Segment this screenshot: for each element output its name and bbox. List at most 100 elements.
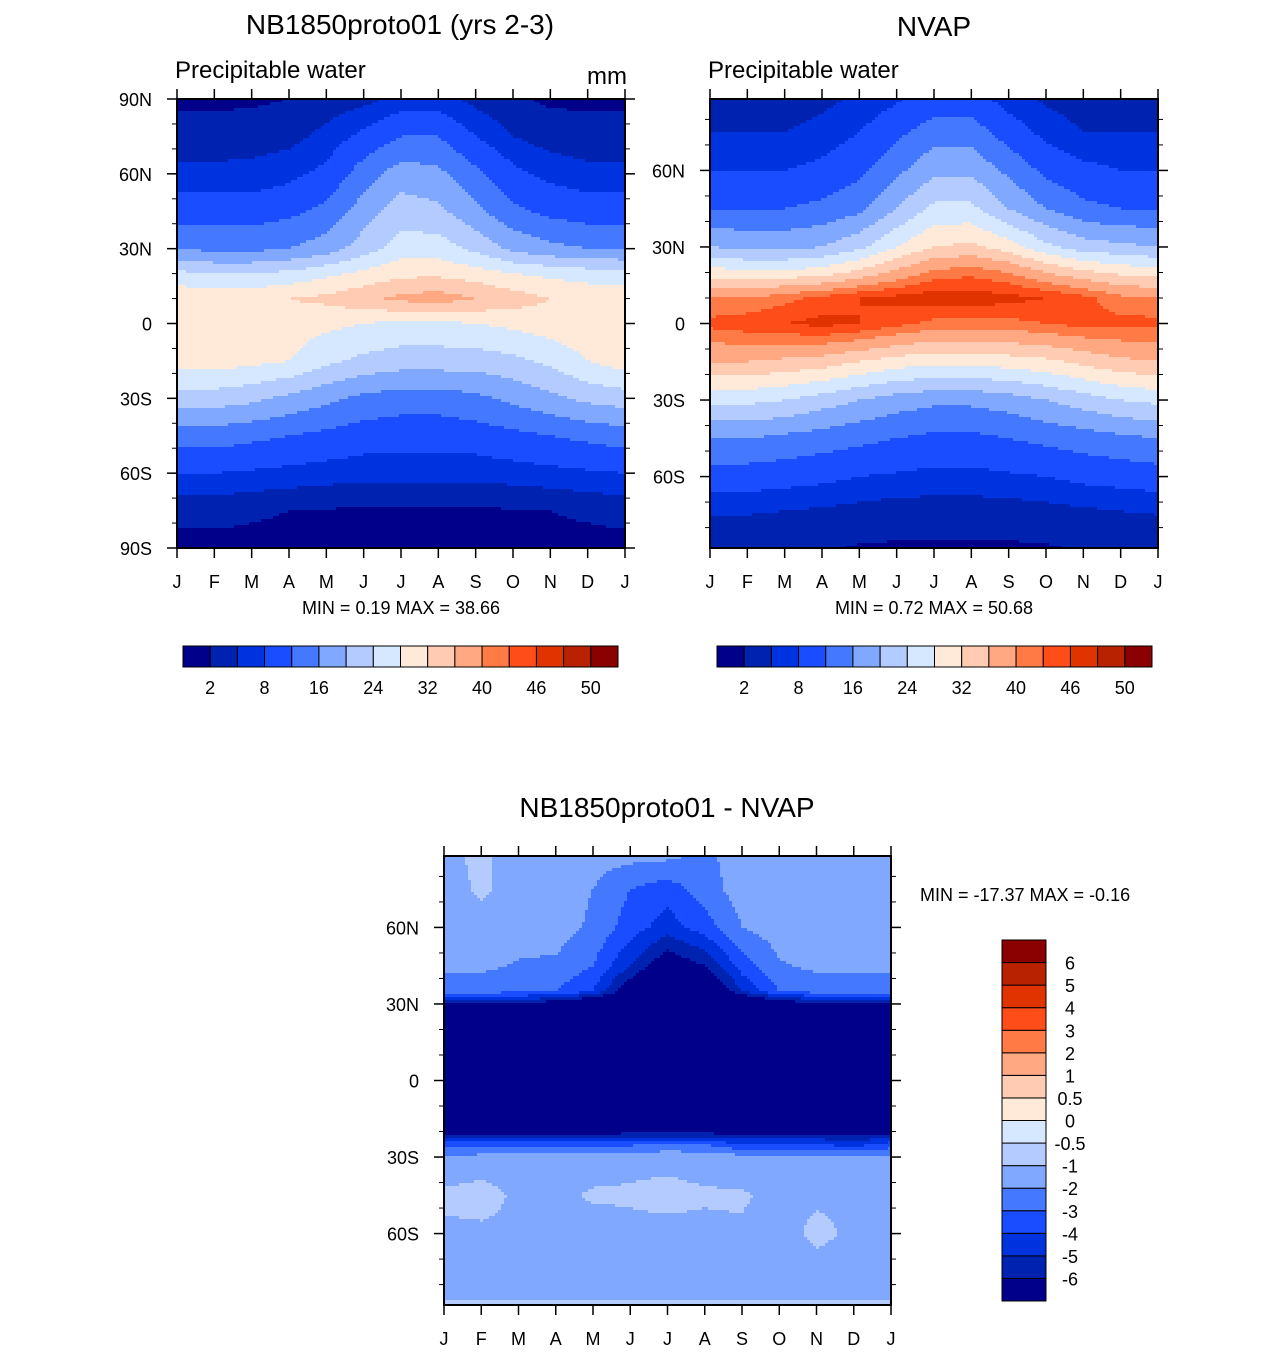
contour-band — [710, 414, 795, 418]
contour-band — [1043, 384, 1119, 388]
contour-band — [747, 1204, 892, 1208]
contour-band — [1094, 429, 1159, 433]
contour-band — [729, 988, 742, 992]
contour-band — [492, 117, 626, 121]
contour-band — [444, 904, 589, 908]
contour-band — [519, 429, 626, 433]
contour-band — [186, 285, 268, 289]
contour-band — [177, 459, 328, 463]
contour-band — [804, 1234, 838, 1238]
contour-band — [444, 1069, 892, 1073]
contour-band — [486, 174, 535, 178]
contour-band — [270, 438, 571, 442]
contour-band — [710, 525, 1159, 529]
contour-band — [1001, 249, 1035, 253]
contour-band — [444, 1165, 892, 1169]
contour-band — [848, 375, 1071, 379]
contour-band — [450, 174, 487, 178]
colorbar-label: 3 — [1065, 1021, 1075, 1041]
contour-band — [890, 183, 924, 187]
contour-band — [555, 414, 626, 418]
colorbar-box — [1001, 1187, 1047, 1212]
contour-band — [998, 168, 1038, 172]
contour-band — [804, 1228, 838, 1232]
contour-band — [908, 168, 999, 172]
contour-band — [177, 105, 259, 109]
contour-band — [710, 381, 810, 385]
contour-band — [177, 216, 292, 220]
x-tick-label: J — [626, 1329, 635, 1349]
contour-band — [579, 994, 604, 998]
contour-band — [750, 958, 781, 962]
contour-band — [624, 970, 640, 974]
contour-band — [932, 279, 993, 283]
contour-band — [875, 264, 912, 268]
contour-band — [710, 354, 825, 358]
contour-band — [735, 991, 751, 995]
contour-band — [201, 249, 265, 253]
contour-band — [710, 276, 798, 280]
y-tick-label: 60S — [120, 464, 152, 484]
contour-band — [342, 360, 535, 364]
contour-band — [588, 901, 625, 905]
contour-band — [177, 117, 334, 121]
contour-band — [291, 297, 385, 301]
contour-band — [333, 483, 508, 487]
contour-band — [177, 324, 355, 328]
contour-band — [384, 297, 475, 301]
contour-band — [761, 309, 1110, 313]
contour-band — [777, 985, 892, 989]
contour-band — [603, 384, 626, 388]
contour-band — [366, 126, 466, 130]
contour-band — [710, 432, 789, 436]
contour-band — [710, 270, 852, 274]
contour-band — [1007, 111, 1059, 115]
contour-band — [501, 1207, 634, 1211]
contour-band — [845, 186, 888, 190]
contour-band — [911, 264, 1020, 268]
contour-band — [1010, 471, 1159, 475]
contour-band — [489, 213, 541, 217]
contour-band — [465, 859, 493, 863]
contour-band — [932, 147, 975, 151]
contour-band — [366, 189, 466, 193]
contour-band — [444, 922, 583, 926]
contour-band — [585, 357, 626, 361]
contour-band — [177, 348, 301, 352]
x-tick-label: J — [621, 572, 630, 592]
contour-band — [983, 183, 1017, 187]
contour-band — [333, 153, 370, 157]
contour-band — [813, 970, 892, 974]
contour-band — [893, 105, 1002, 109]
contour-band — [932, 246, 987, 250]
contour-band — [381, 264, 469, 268]
contour-band — [621, 1183, 700, 1187]
contour-band — [810, 1216, 829, 1220]
contour-band — [800, 396, 876, 400]
contour-band — [609, 934, 637, 938]
contour-band — [710, 423, 846, 427]
contour-band — [708, 1207, 745, 1211]
contour-band — [710, 459, 777, 463]
contour-band — [387, 204, 442, 208]
contour-band — [807, 1237, 835, 1241]
contour-band — [1034, 219, 1083, 223]
contour-band — [483, 111, 626, 115]
contour-band — [821, 198, 876, 202]
contour-band — [732, 976, 748, 980]
contour-band — [177, 180, 292, 184]
contour-band — [444, 871, 469, 875]
contour-band — [444, 1255, 892, 1259]
contour-band — [324, 162, 358, 166]
colorbar-box — [291, 645, 320, 668]
contour-band — [177, 429, 322, 433]
contour-band — [974, 204, 1005, 208]
contour-band — [627, 943, 652, 947]
contour-band — [585, 913, 622, 917]
contour-band — [741, 970, 763, 974]
contour-band — [1073, 348, 1159, 352]
contour-band — [444, 1270, 892, 1274]
x-tick-label: J — [1154, 572, 1163, 592]
contour-band — [594, 988, 607, 992]
contour-band — [177, 321, 376, 325]
